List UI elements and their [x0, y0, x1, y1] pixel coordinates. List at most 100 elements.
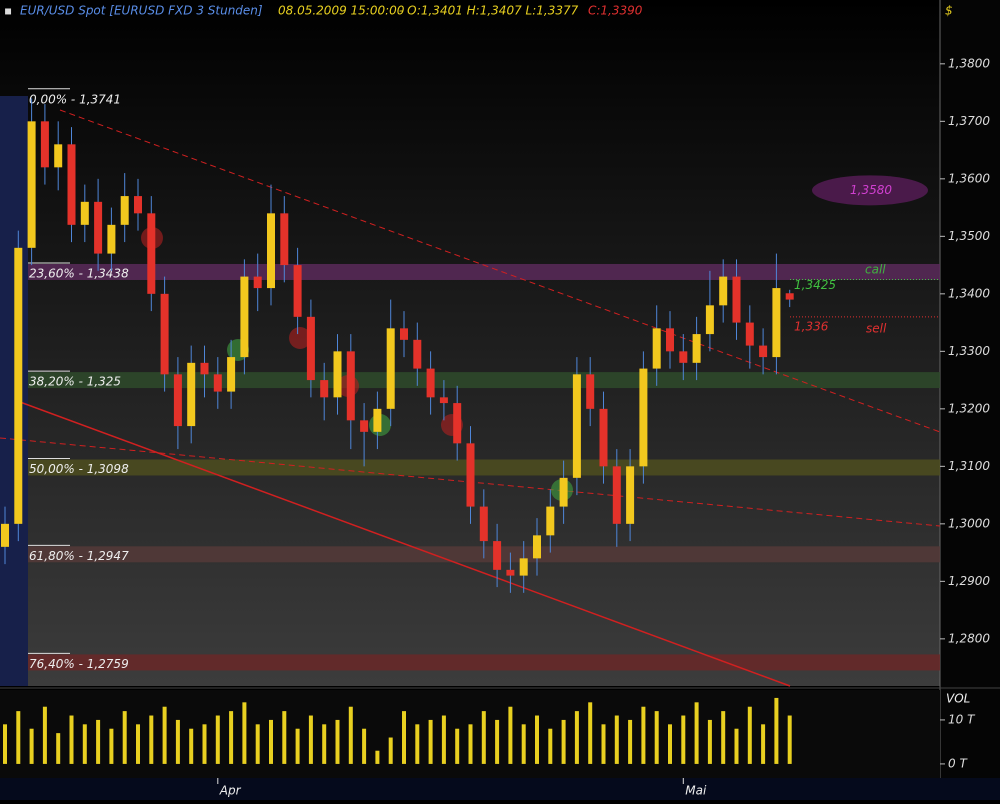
- volume-bar: [628, 719, 633, 764]
- candle-body: [705, 305, 714, 335]
- candle-body: [386, 328, 395, 409]
- candle-body: [772, 288, 781, 358]
- candle-body: [426, 368, 435, 398]
- fib-band: [28, 459, 940, 476]
- candle-body: [719, 276, 728, 306]
- candle-body: [107, 224, 116, 254]
- candle-body: [267, 213, 275, 289]
- trendline: [59, 109, 941, 433]
- fib-label: 50,00% - 1,3098: [29, 462, 129, 476]
- candle-body: [759, 345, 768, 358]
- fib-label: 0,00% - 1,3741: [29, 92, 121, 106]
- volume-bar: [588, 702, 593, 764]
- fib-band: [28, 372, 940, 389]
- candle-body: [160, 293, 169, 375]
- fib-label: 76,40% - 1,2759: [29, 657, 129, 671]
- signal-dot: [289, 327, 311, 349]
- candle-body: [320, 380, 329, 398]
- volume-bar: [521, 724, 526, 764]
- volume-bar: [654, 711, 659, 764]
- candle-body: [599, 408, 608, 467]
- volume-bar: [149, 715, 154, 764]
- currency: $: [945, 4, 953, 18]
- target-ellipse: [812, 175, 928, 206]
- candle-body: [679, 351, 688, 363]
- volume-bar: [721, 711, 726, 764]
- candle-body: [666, 328, 674, 352]
- candle-body: [187, 362, 196, 427]
- fib-label: 23,60% - 1,3438: [29, 266, 129, 280]
- volume-bar: [229, 711, 234, 764]
- volume-bar: [428, 719, 433, 764]
- price-axis-panel: [940, 0, 1000, 800]
- candle-body: [213, 374, 222, 392]
- volume-bar: [42, 706, 47, 764]
- vol-tick-label: 0 T: [948, 756, 968, 770]
- volume-bar: [136, 724, 140, 764]
- candle-body: [346, 351, 355, 421]
- volume-bar: [481, 711, 486, 764]
- time-axis: [0, 778, 1000, 800]
- volume-bar: [641, 706, 646, 764]
- ohlc: - O:1,3401 H:1,3407 L:1,3377: [399, 4, 579, 18]
- candle-body: [333, 351, 342, 398]
- volume-bar: [215, 715, 220, 764]
- annotation: 1,3580: [850, 183, 892, 197]
- candle-body: [293, 265, 302, 317]
- candle-body: [120, 196, 129, 225]
- volume-bar: [82, 724, 87, 764]
- trendline: [19, 401, 791, 687]
- volume-bar: [29, 728, 34, 764]
- candle-body: [533, 535, 541, 559]
- candle-body: [626, 466, 635, 524]
- candle-body: [519, 558, 528, 576]
- volume-bar: [122, 711, 127, 764]
- volume-bar: [668, 724, 672, 764]
- volume-bar: [614, 715, 619, 764]
- vol-tick-label: 10 T: [948, 712, 976, 726]
- title-prefix-box: ▪: [4, 4, 12, 18]
- instrument: EUR/USD Spot [EURUSD FXD 3 Stunden]: [20, 4, 263, 18]
- candle-body: [493, 541, 502, 570]
- candle-body: [14, 247, 23, 524]
- volume-bar: [495, 719, 500, 764]
- volume-bar: [681, 715, 686, 764]
- volume-bar: [535, 715, 539, 764]
- candle-body: [732, 276, 741, 323]
- volume-bar: [16, 711, 21, 764]
- volume-bar: [388, 737, 393, 764]
- y-tick-label: 1,3300: [948, 344, 990, 358]
- candle-body: [1, 523, 9, 547]
- candle-body: [147, 213, 156, 294]
- volume-bar: [548, 728, 553, 764]
- volume-bar: [441, 715, 446, 764]
- plot-background: [0, 0, 940, 686]
- volume-bar: [707, 719, 712, 764]
- volume-bar: [774, 697, 779, 764]
- candle-body: [200, 362, 209, 375]
- volume-bar: [295, 728, 300, 764]
- volume-bar: [3, 724, 7, 764]
- candle-body: [40, 121, 49, 168]
- fib-label: 38,20% - 1,325: [29, 375, 121, 389]
- candle-body: [253, 276, 262, 289]
- volume-bar: [508, 706, 513, 764]
- candle-body: [466, 443, 475, 507]
- candle-body: [134, 196, 142, 214]
- volume-bar: [348, 706, 353, 764]
- volume-bar: [269, 719, 273, 764]
- volume-bar: [375, 750, 380, 764]
- candle-body: [280, 213, 289, 266]
- volume-bar: [282, 711, 287, 764]
- close: C:1,3390: [588, 4, 643, 18]
- candle-body: [559, 477, 568, 507]
- y-tick-label: 1,3000: [948, 516, 990, 530]
- candle-body: [27, 121, 36, 248]
- candle-body: [80, 201, 89, 225]
- x-tick-label: Apr: [219, 784, 242, 798]
- candle-body: [546, 506, 555, 536]
- volume-bar: [69, 715, 74, 764]
- volume-bar: [761, 724, 766, 764]
- candle-body: [506, 569, 515, 576]
- fib-band: [28, 654, 940, 671]
